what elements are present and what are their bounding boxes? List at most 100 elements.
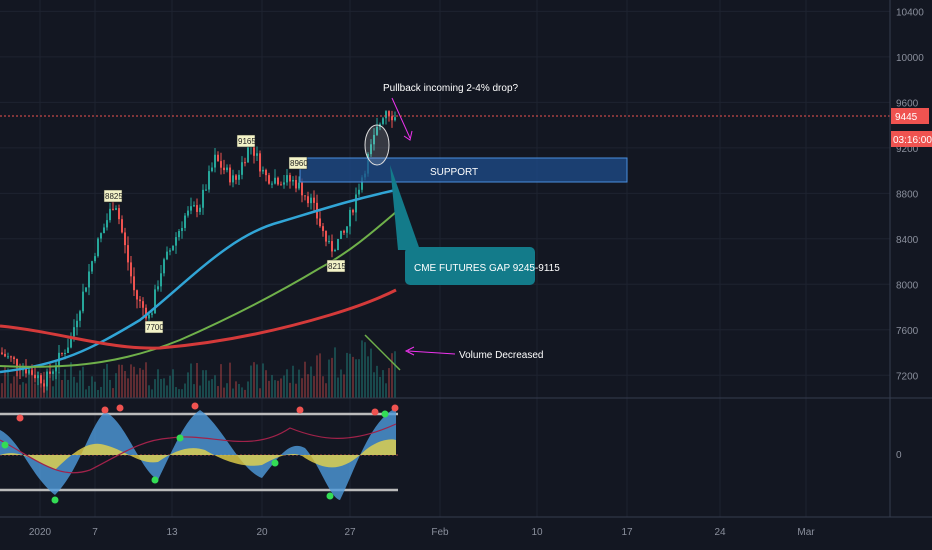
candle-body <box>28 370 30 374</box>
candle-body <box>142 301 144 308</box>
candle-body <box>247 145 249 163</box>
pullback-arrow-head <box>403 130 413 141</box>
volume-bar <box>286 369 288 398</box>
svg-text:8215: 8215 <box>328 262 346 271</box>
volume-bar <box>316 355 318 398</box>
volume-bar <box>394 351 396 398</box>
volume-bar <box>247 381 249 398</box>
time-tick-label: 20 <box>256 527 268 538</box>
candle-body <box>79 311 81 321</box>
candle-body <box>166 251 168 260</box>
volume-trend-line <box>364 334 401 371</box>
candle-body <box>256 153 258 156</box>
candle-body <box>334 250 336 252</box>
candle-body <box>208 171 210 190</box>
volume-bar <box>1 383 3 398</box>
volume-bar <box>22 382 24 398</box>
price-tick-label: 10000 <box>896 53 924 64</box>
candle-body <box>190 206 192 211</box>
candle-body <box>70 336 72 348</box>
volume-bar <box>106 363 108 398</box>
candle-body <box>244 162 246 164</box>
candle-body <box>328 241 330 243</box>
candle-body <box>385 111 387 119</box>
candle-body <box>211 167 213 172</box>
volume-bar <box>229 362 231 398</box>
volume-bar <box>202 370 204 398</box>
osc-signal-dot <box>381 410 389 418</box>
volume-bar <box>328 359 330 398</box>
osc-signal-dot <box>151 476 159 484</box>
candle-body <box>16 359 18 368</box>
candle-body <box>295 179 297 189</box>
volume-bar <box>172 369 174 398</box>
candle-body <box>43 383 45 387</box>
candle-body <box>373 134 375 145</box>
volume-bar <box>73 376 75 398</box>
volume-bar <box>121 364 123 398</box>
price-mark-5: 8215 <box>326 259 346 273</box>
candle-body <box>37 375 39 379</box>
candle-body <box>73 327 75 337</box>
volume-bar <box>382 370 384 398</box>
candle-body <box>361 177 363 190</box>
support-zone[interactable] <box>299 157 628 183</box>
volume-bar <box>295 383 297 398</box>
volume-label: Volume Decreased <box>459 350 544 361</box>
pullback-label: Pullback incoming 2-4% drop? <box>383 83 519 94</box>
volume-bar <box>262 363 264 398</box>
grid-lines <box>0 0 890 517</box>
candle-body <box>241 162 243 175</box>
candle-body <box>202 189 204 208</box>
volume-bar <box>175 387 177 398</box>
volume-bar <box>115 373 117 398</box>
volume-bar <box>151 389 153 398</box>
candle-body <box>106 220 108 228</box>
volume-bar <box>238 383 240 398</box>
volume-bar <box>271 375 273 398</box>
gap-callout-box[interactable] <box>405 247 535 285</box>
candle-body <box>265 169 267 176</box>
candle-body <box>355 194 357 213</box>
volume-bar <box>199 385 201 398</box>
volume-bar <box>91 376 93 398</box>
osc-signal-dot <box>176 434 184 442</box>
price-tick-label: 10400 <box>896 7 924 18</box>
candle-body <box>268 175 270 184</box>
volume-bar <box>211 379 213 398</box>
price-tick-label: 8000 <box>896 280 919 291</box>
candle-body <box>55 366 57 372</box>
volume-bar <box>109 379 111 398</box>
candle-body <box>13 357 15 360</box>
volume-bar <box>25 383 27 398</box>
annotations: SUPPORT Pullback incoming 2-4% drop? CME… <box>0 83 890 371</box>
volume-bar <box>307 374 309 398</box>
volume-bar <box>76 382 78 398</box>
volume-bar <box>265 370 267 398</box>
volume-bar <box>160 378 162 398</box>
volume-bar <box>388 368 390 398</box>
candle-body <box>226 167 228 171</box>
candle-body <box>229 167 231 183</box>
volume-bar <box>16 362 18 398</box>
volume-bar <box>370 348 372 398</box>
candle-body <box>121 219 123 233</box>
candle-body <box>115 208 117 210</box>
osc-signal-dot <box>371 408 379 416</box>
volume-bar <box>124 371 126 398</box>
volume-bars <box>1 340 396 398</box>
candle-body <box>100 233 102 239</box>
osc-signal-dot <box>326 492 334 500</box>
volume-bar <box>157 369 159 398</box>
candle-body <box>97 238 99 257</box>
price-tick-label: 7600 <box>896 326 919 337</box>
candle-body <box>124 232 126 246</box>
volume-bar <box>346 352 348 398</box>
volume-bar <box>55 362 57 398</box>
candle-body <box>1 352 3 354</box>
volume-bar <box>289 382 291 398</box>
volume-bar <box>337 377 339 398</box>
volume-bar <box>148 385 150 398</box>
candle-body <box>175 237 177 246</box>
volume-bar <box>319 353 321 398</box>
